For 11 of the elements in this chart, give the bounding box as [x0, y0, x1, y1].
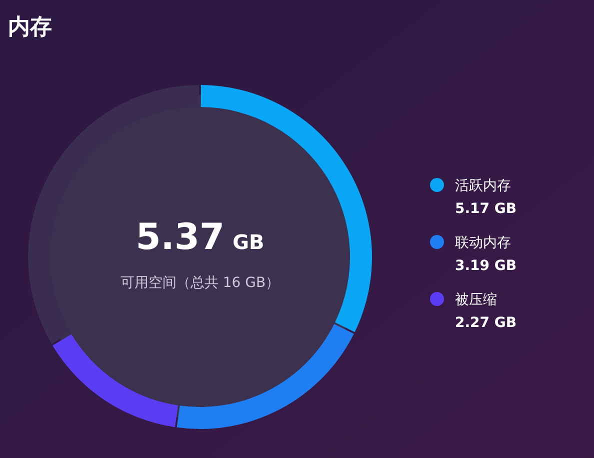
legend-label: 联动内存	[455, 235, 511, 251]
chart-title: 内存	[8, 15, 52, 40]
text: 可用空间（总共 16 GB）	[120, 275, 280, 291]
legend-label: 活跃内存	[455, 178, 511, 194]
data-label: 3.19 GB	[455, 258, 517, 274]
data-label: 5.17 GB	[455, 201, 517, 217]
data-label: 2.27 GB	[455, 315, 517, 331]
legend-label: 被压缩	[455, 292, 497, 308]
text: 5.37 GB	[136, 217, 264, 258]
donut-slice	[52, 334, 178, 428]
donut-slice	[176, 324, 354, 429]
